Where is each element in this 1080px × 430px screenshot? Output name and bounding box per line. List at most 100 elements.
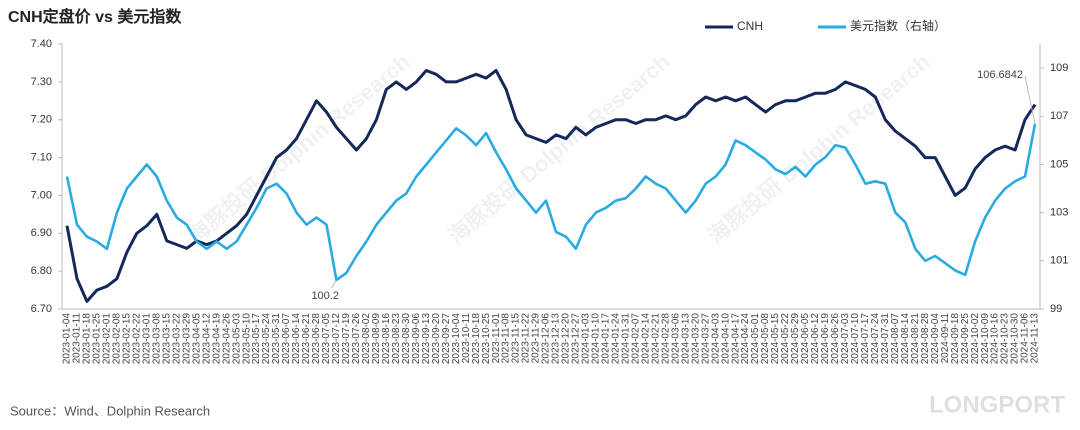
x-tick-label: 2024-04-17 bbox=[730, 313, 741, 365]
x-tick-label: 2024-10-30 bbox=[1010, 313, 1021, 365]
x-tick-label: 2024-09-18 bbox=[950, 313, 961, 365]
x-tick-label: 2024-07-24 bbox=[870, 313, 881, 365]
x-tick-label: 2024-05-29 bbox=[790, 313, 801, 365]
x-tick-label: 2023-11-08 bbox=[501, 313, 512, 364]
x-tick-label: 2023-02-22 bbox=[131, 313, 142, 365]
x-tick-label: 2023-12-20 bbox=[561, 313, 572, 365]
x-tick-label: 2023-09-27 bbox=[441, 313, 452, 365]
y-tick-label: 6.90 bbox=[31, 227, 52, 239]
x-tick-label: 2024-06-12 bbox=[810, 313, 821, 365]
x-tick-label: 2023-02-01 bbox=[102, 313, 113, 365]
watermark: LONGPORT bbox=[929, 391, 1065, 418]
watermark: 海豚投研 Dolphin Research bbox=[443, 49, 674, 249]
x-tick-label: 2024-02-07 bbox=[630, 313, 641, 365]
line-series bbox=[65, 69, 1037, 303]
x-tick-label: 2023-09-06 bbox=[411, 313, 422, 365]
x-tick-label: 2024-01-24 bbox=[611, 313, 622, 365]
y2-tick-label: 103 bbox=[1050, 207, 1068, 219]
x-tick-label: 2024-06-05 bbox=[800, 313, 811, 365]
y2-tick-label: 107 bbox=[1050, 110, 1068, 122]
x-tick-label: 2023-01-25 bbox=[92, 313, 103, 365]
x-tick-label: 2024-03-20 bbox=[690, 313, 701, 365]
chart-title: CNH定盘价 vs 美元指数 bbox=[8, 7, 182, 26]
x-tick-label: 2024-03-27 bbox=[700, 313, 711, 365]
legend-label: 美元指数（右轴） bbox=[850, 18, 946, 33]
y2-tick-label: 99 bbox=[1050, 303, 1062, 315]
annotation: 106.6842 bbox=[977, 69, 1023, 81]
x-tick-label: 2023-08-30 bbox=[401, 313, 412, 365]
x-tick-label: 2024-04-03 bbox=[710, 313, 721, 365]
x-tick-label: 2024-07-31 bbox=[880, 313, 891, 365]
x-tick-label: 2023-03-01 bbox=[141, 313, 152, 365]
x-tick-label: 2023-09-20 bbox=[431, 313, 442, 365]
x-tick-label: 2024-05-01 bbox=[750, 313, 761, 365]
x-tick-label: 2023-10-25 bbox=[481, 313, 492, 365]
x-tick-label: 2024-02-21 bbox=[650, 313, 661, 365]
x-tick-label: 2024-02-28 bbox=[660, 313, 671, 365]
x-tick-label: 2023-11-29 bbox=[531, 313, 542, 364]
x-tick-label: 2023-07-19 bbox=[341, 313, 352, 365]
x-tick-label: 2023-08-16 bbox=[381, 313, 392, 365]
x-tick-label: 2024-06-26 bbox=[830, 313, 841, 365]
x-tick-label: 2023-10-18 bbox=[471, 313, 482, 365]
x-tick-label: 2023-02-08 bbox=[112, 313, 123, 365]
x-tick-label: 2024-06-19 bbox=[820, 313, 831, 365]
x-tick-label: 2023-09-13 bbox=[421, 313, 432, 365]
x-tick-label: 2023-06-14 bbox=[291, 313, 302, 365]
y-tick-label: 7.40 bbox=[31, 38, 52, 50]
x-tick-label: 2024-05-15 bbox=[770, 313, 781, 365]
annotation: 100.2 bbox=[311, 290, 339, 302]
x-tick-label: 2023-05-17 bbox=[251, 313, 262, 365]
x-tick-label: 2024-08-14 bbox=[900, 313, 911, 365]
x-tick-label: 2023-03-08 bbox=[151, 313, 162, 365]
x-tick-label: 2023-01-18 bbox=[82, 313, 93, 365]
x-tick-label: 2024-10-09 bbox=[980, 313, 991, 365]
x-tick-label: 2023-06-07 bbox=[281, 313, 292, 365]
x-tick-label: 2023-04-19 bbox=[211, 313, 222, 365]
x-tick-label: 2024-08-28 bbox=[920, 313, 931, 365]
x-tick-label: 2023-06-21 bbox=[301, 313, 312, 365]
x-tick-label: 2023-04-26 bbox=[221, 313, 232, 365]
legend-label: CNH bbox=[737, 19, 763, 33]
x-tick-label: 2024-10-02 bbox=[970, 313, 981, 365]
x-tick-label: 2024-08-07 bbox=[890, 313, 901, 365]
x-tick-label: 2023-05-03 bbox=[231, 313, 242, 365]
x-tick-label: 2023-12-06 bbox=[541, 313, 552, 365]
y-tick-label: 6.70 bbox=[31, 303, 52, 315]
x-tick-label: 2023-10-11 bbox=[461, 313, 472, 364]
x-tick-label: 2024-09-11 bbox=[940, 313, 951, 364]
x-tick-label: 2024-03-13 bbox=[680, 313, 691, 365]
x-tick-label: 2023-01-04 bbox=[62, 313, 73, 365]
x-tick-label: 2023-02-15 bbox=[122, 313, 133, 365]
x-tick-label: 2023-04-05 bbox=[191, 313, 202, 365]
x-tick-label: 2024-11-06 bbox=[1020, 313, 1031, 364]
x-tick-label: 2023-12-27 bbox=[571, 313, 582, 365]
x-tick-label: 2024-05-22 bbox=[780, 313, 791, 365]
x-tick-label: 2023-08-09 bbox=[371, 313, 382, 365]
y-tick-label: 6.80 bbox=[31, 265, 52, 277]
x-tick-label: 2023-11-01 bbox=[491, 313, 502, 364]
x-tick-label: 2023-08-02 bbox=[361, 313, 372, 365]
y-tick-label: 7.20 bbox=[31, 114, 52, 126]
x-tick-label: 2024-04-10 bbox=[720, 313, 731, 365]
x-tick-label: 2024-07-10 bbox=[850, 313, 861, 365]
annotation-leader bbox=[331, 279, 337, 289]
x-tick-label: 2024-07-03 bbox=[840, 313, 851, 365]
x-tick-label: 2023-04-12 bbox=[201, 313, 212, 365]
x-tick-label: 2023-11-15 bbox=[511, 313, 522, 364]
x-tick-label: 2023-03-22 bbox=[171, 313, 182, 365]
x-tick-label: 2024-03-06 bbox=[670, 313, 681, 365]
x-tick-label: 2024-10-16 bbox=[990, 313, 1001, 365]
x-tick-label: 2024-10-23 bbox=[1000, 313, 1011, 365]
x-tick-label: 2023-03-29 bbox=[181, 313, 192, 365]
x-tick-label: 2023-12-13 bbox=[551, 313, 562, 365]
x-tick-label: 2023-06-28 bbox=[311, 313, 322, 365]
x-tick-label: 2024-01-10 bbox=[591, 313, 602, 365]
x-tick-label: 2024-02-14 bbox=[640, 313, 651, 365]
x-tick-label: 2024-08-21 bbox=[910, 313, 921, 365]
x-tick-label: 2023-07-05 bbox=[321, 313, 332, 365]
x-tick-label: 2023-07-12 bbox=[331, 313, 342, 365]
x-tick-label: 2024-09-04 bbox=[930, 313, 941, 365]
x-tick-label: 2023-05-10 bbox=[241, 313, 252, 365]
